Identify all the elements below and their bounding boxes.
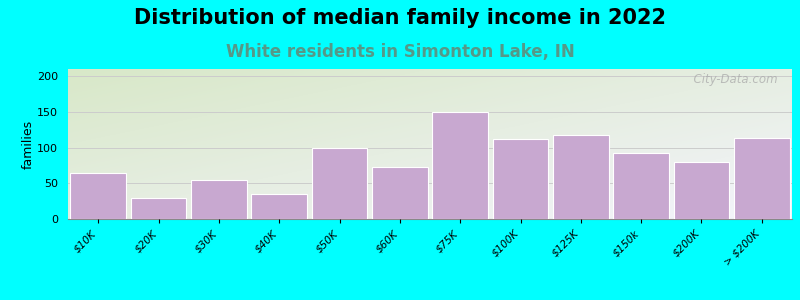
Text: White residents in Simonton Lake, IN: White residents in Simonton Lake, IN <box>226 44 574 62</box>
Text: Distribution of median family income in 2022: Distribution of median family income in … <box>134 8 666 28</box>
Bar <box>493 139 548 219</box>
Y-axis label: families: families <box>22 119 34 169</box>
Bar <box>191 180 246 219</box>
Bar <box>130 198 186 219</box>
Bar <box>553 135 609 219</box>
Bar <box>734 138 790 219</box>
Bar <box>70 172 126 219</box>
Bar <box>372 167 427 219</box>
Bar <box>251 194 307 219</box>
Text: City-Data.com: City-Data.com <box>686 74 778 86</box>
Bar <box>614 153 669 219</box>
Bar <box>433 112 488 219</box>
Bar <box>312 148 367 219</box>
Bar <box>674 162 730 219</box>
